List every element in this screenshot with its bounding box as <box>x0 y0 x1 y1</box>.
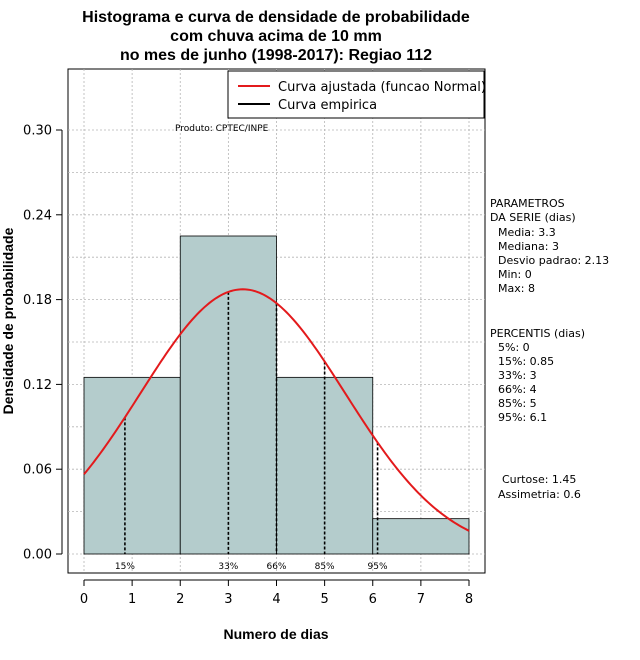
x-tick-label-7: 7 <box>417 592 425 607</box>
percentil-95: 95%: 6.1 <box>498 411 547 424</box>
x-tick-label-4: 4 <box>272 592 280 607</box>
percentil-33: 33%: 3 <box>498 369 537 382</box>
legend-box <box>227 70 485 119</box>
y-tick-label-3: 0.18 <box>23 293 52 308</box>
param-max: Max: 8 <box>498 282 535 295</box>
stat-curtose: Curtose: 1.45 <box>502 473 576 486</box>
percentil-85: 85%: 5 <box>498 397 537 410</box>
histogram-bars <box>83 235 470 555</box>
param-min: Min: 0 <box>498 268 532 281</box>
y-tick-label-1: 0.06 <box>23 463 52 478</box>
axes: 0 1 2 3 4 5 6 7 8 0.00 0.06 0.12 0.18 0.24 0.30 <box>23 124 473 608</box>
percentile-label-0: 15% <box>115 562 135 572</box>
chart-title-line-2: com chuva acima de 10 mm <box>170 28 382 45</box>
histogram-bar-0 <box>83 376 181 555</box>
y-tick-label-5: 0.30 <box>23 124 52 139</box>
stat-assimetria: Assimetria: 0.6 <box>498 488 581 501</box>
x-tick-label-0: 0 <box>80 592 88 607</box>
side-panel: PARAMETROS DA SERIE (dias) Media: 3.3 Me… <box>490 197 609 501</box>
normal-curve-line <box>83 288 470 532</box>
percentile-label-2: 66% <box>266 562 286 572</box>
percentil-5: 5%: 0 <box>498 341 530 354</box>
credit-text: Produto: CPTEC/INPE <box>175 124 269 134</box>
percentile-label-1: 33% <box>218 562 238 572</box>
histogram-bar-1 <box>179 235 277 555</box>
param-sd: Desvio padrao: 2.13 <box>498 254 609 267</box>
x-tick-label-2: 2 <box>176 592 184 607</box>
percentile-label-4: 95% <box>368 562 388 572</box>
percentile-label-3: 85% <box>315 562 335 572</box>
y-tick-label-0: 0.00 <box>23 548 52 563</box>
percentil-66: 66%: 4 <box>498 383 537 396</box>
y-tick-label-4: 0.24 <box>23 208 52 223</box>
chart-title-line-3: no mes de junho (1998-2017): Regiao 112 <box>120 47 432 64</box>
legend-label-empirical: Curva empirica <box>278 98 377 113</box>
param-median: Mediana: 3 <box>498 240 559 253</box>
y-tick-label-2: 0.12 <box>23 378 52 393</box>
x-axis-label: Numero de dias <box>223 626 328 642</box>
percentis-title: PERCENTIS (dias) <box>490 327 585 340</box>
percentil-15: 15%: 0.85 <box>498 355 554 368</box>
params-title-2: DA SERIE (dias) <box>490 211 576 224</box>
chart-title-line-1: Histograma e curva de densidade de proba… <box>82 9 470 26</box>
params-title-1: PARAMETROS <box>490 197 565 210</box>
x-tick-label-1: 1 <box>128 592 136 607</box>
legend-label-normal: Curva ajustada (funcao Normal) <box>278 80 486 95</box>
y-axis-label: Densidade de probabilidade <box>0 227 16 414</box>
x-tick-label-3: 3 <box>224 592 232 607</box>
legend: Curva ajustada (funcao Normal) Curva emp… <box>227 70 486 119</box>
x-tick-label-8: 8 <box>465 592 473 607</box>
percentile-lines: 15% 33% 66% 85% 95% <box>115 291 388 572</box>
x-tick-label-6: 6 <box>369 592 377 607</box>
x-tick-label-5: 5 <box>320 592 328 607</box>
param-mean: Media: 3.3 <box>498 226 556 239</box>
histogram-bar-3 <box>372 518 470 555</box>
